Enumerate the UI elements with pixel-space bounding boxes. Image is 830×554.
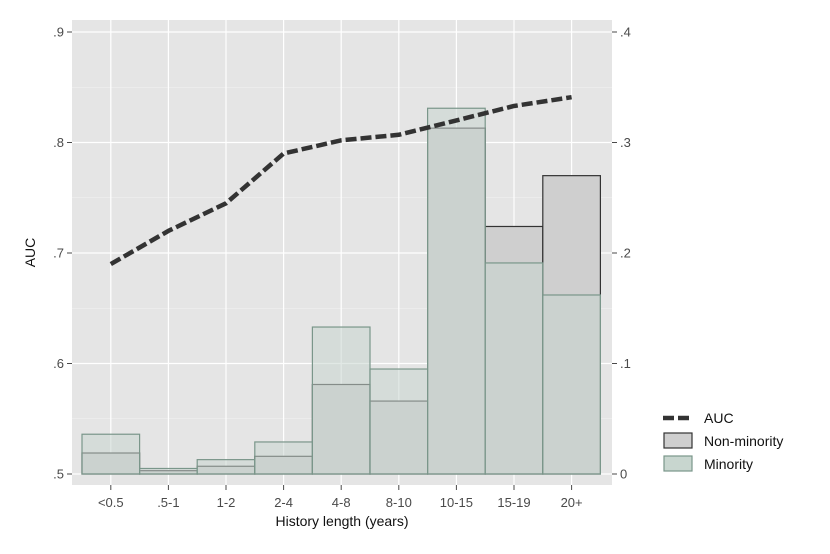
minority-bar [311,326,371,475]
x-tick-label: 20+ [561,495,583,510]
y-axis-title: AUC [22,238,38,268]
legend-label-auc: AUC [704,410,734,426]
x-axis-ticks: <0.5 .5-1 1-2 2-4 4-8 8-10 10-15 15-19 20+ [98,485,583,510]
minority-bar [369,368,429,475]
legend-label-non-minority: Non-minority [704,433,783,449]
y-left-tick-label: .8 [53,135,64,150]
auc-line [109,94,572,267]
legend-key-non-minority [663,432,693,449]
x-tick-label: 4-8 [332,495,351,510]
x-tick-label: 15-19 [497,495,530,510]
minority-bars [81,107,601,475]
legend-key-minority [663,455,693,472]
x-tick-label: 8-10 [386,495,412,510]
minority-bar [196,459,256,475]
y-right-tick-label: .4 [620,25,631,40]
y-left-tick-label: .9 [53,25,64,40]
y-left-tick-label: .7 [53,246,64,261]
minority-bar [139,467,198,475]
y-right-tick-label: 0 [620,467,627,482]
y-right-tick-label: .1 [620,356,631,371]
x-tick-label: 1-2 [217,495,236,510]
minority-bar [81,433,141,475]
y-axis-left-ticks: .5 .6 .7 .8 .9 [53,25,72,482]
legend: AUC Non-minority Minority [663,410,783,472]
x-tick-label: <0.5 [98,495,124,510]
x-tick-label: 2-4 [274,495,293,510]
gridlines [72,20,612,485]
minority-bar [427,107,486,475]
x-tick-label: 10-15 [440,495,473,510]
x-axis-title: History length (years) [275,513,408,529]
y-left-tick-label: .6 [53,356,64,371]
y-right-tick-label: .2 [620,246,631,261]
y-left-tick-label: .5 [53,467,64,482]
minority-bar [254,441,314,475]
minority-bar [542,294,601,475]
minority-bar [484,262,544,475]
x-tick-label: .5-1 [157,495,179,510]
legend-label-minority: Minority [704,456,753,472]
y-right-tick-label: .3 [620,135,631,150]
y-axis-right-ticks: 0 .1 .2 .3 .4 [612,25,631,482]
